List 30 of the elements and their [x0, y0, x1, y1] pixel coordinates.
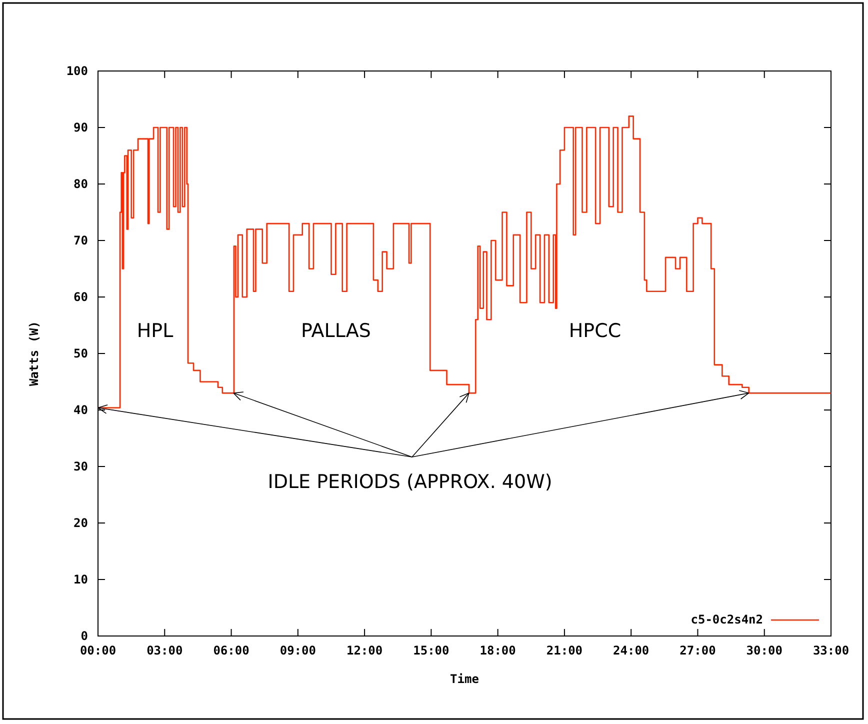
x-tick-label: 18:00 [480, 644, 516, 658]
y-tick-label: 10 [74, 572, 88, 586]
x-tick-label: 21:00 [546, 644, 583, 658]
x-tick-label: 03:00 [146, 644, 183, 658]
y-axis-title: Watts (W) [27, 320, 41, 386]
x-axis-title: Time [450, 672, 479, 686]
y-tick-label: 50 [74, 346, 88, 360]
x-tick-label: 15:00 [413, 644, 450, 658]
annotation: PALLAS [301, 320, 371, 342]
x-tick-label: 00:00 [80, 644, 116, 658]
y-tick-label: 30 [74, 459, 88, 474]
y-tick-label: 60 [74, 290, 88, 304]
y-tick-label: 0 [80, 628, 88, 643]
y-tick-label: 40 [74, 402, 88, 417]
annotation: HPL [136, 320, 174, 342]
x-tick-label: 24:00 [613, 644, 650, 658]
x-tick-label: 12:00 [346, 644, 383, 658]
x-tick-label: 09:00 [280, 644, 316, 658]
x-tick-label: 06:00 [213, 644, 250, 658]
x-tick-label: 27:00 [680, 644, 716, 658]
annotation: HPCC [568, 320, 622, 342]
y-tick-label: 100 [66, 64, 88, 78]
y-tick-label: 70 [74, 233, 88, 248]
x-tick-label: 30:00 [746, 644, 782, 658]
y-tick-label: 20 [74, 516, 88, 530]
annotation: IDLE PERIODS (APPROX. 40W) [268, 471, 552, 494]
y-tick-label: 90 [74, 120, 88, 134]
x-tick-label: 33:00 [812, 644, 850, 658]
y-tick-label: 80 [74, 176, 88, 191]
legend-label: c5-0c2s4n2 [690, 612, 763, 626]
